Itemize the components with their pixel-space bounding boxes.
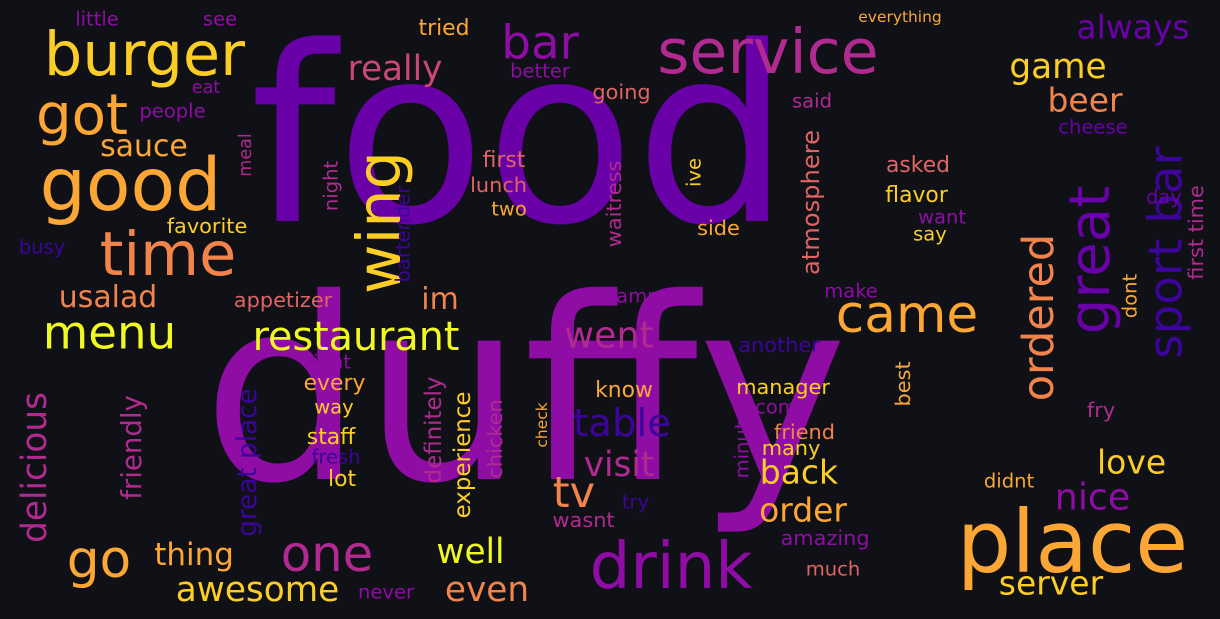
word-check: check (533, 402, 551, 448)
word-never: never (358, 580, 414, 604)
word-appetizer: appetizer (233, 288, 333, 312)
word-definitely: definitely (421, 376, 447, 484)
word-night: night (319, 160, 343, 212)
word-asked: asked (886, 153, 951, 178)
word-atmosphere: atmosphere (797, 130, 825, 275)
word-best: best (891, 361, 915, 407)
word-side: side (697, 216, 740, 240)
word-awesome: awesome (175, 570, 340, 610)
word-visit: visit (583, 445, 655, 485)
word-great: great (1058, 185, 1123, 335)
word-experience: experience (450, 391, 476, 519)
word-make: make (824, 279, 878, 303)
word-minute: minute (730, 409, 754, 479)
word-back: back (759, 452, 839, 492)
word-order: order (759, 490, 847, 530)
word-menu: menu (42, 306, 177, 361)
word-right: right (305, 350, 351, 374)
word-usalad: usalad (58, 280, 158, 315)
word-favorite: favorite (166, 214, 248, 238)
word-ordered: ordered (1014, 233, 1064, 402)
word-bar: bar (501, 16, 579, 71)
word-im: im (421, 282, 459, 317)
word-place: place (956, 493, 1189, 593)
word-burger: burger (43, 20, 246, 90)
word-want: want (918, 205, 966, 229)
word-first-time: first time (1184, 185, 1208, 280)
word-lot: lot (328, 467, 357, 492)
word-lunch: lunch (470, 173, 528, 197)
word-see: see (202, 7, 238, 31)
word-staff: staff (306, 425, 356, 450)
word-delicious: delicious (15, 392, 55, 543)
word-flavor: flavor (885, 183, 948, 208)
word-friendly: friendly (115, 395, 148, 500)
word-drink: drink (589, 529, 753, 604)
word-much: much (805, 557, 861, 581)
word-went: went (564, 313, 654, 357)
word-dont: dont (1118, 273, 1142, 319)
word-say: say (913, 222, 947, 246)
word-first: first (482, 148, 526, 173)
word-server: server (998, 563, 1104, 603)
word-thing: thing (154, 537, 234, 573)
word-always: always (1076, 7, 1190, 47)
word-day: day (1146, 185, 1182, 209)
word-tried: tried (418, 16, 470, 41)
word-manager: manager (736, 375, 830, 399)
word-sauce: sauce (100, 129, 188, 164)
word-time: time (99, 220, 237, 290)
word-cheese: cheese (1058, 115, 1128, 139)
word-eat: eat (191, 78, 221, 98)
word-meal: meal (236, 133, 256, 177)
word-restaurant: restaurant (252, 314, 460, 360)
word-really: really (347, 49, 443, 89)
word-try: try (621, 490, 650, 514)
word-tampa: tampa (608, 284, 672, 308)
word-said: said (792, 89, 832, 113)
word-another: another (738, 333, 820, 357)
word-game: game (1009, 47, 1107, 87)
word-know: know (595, 378, 653, 403)
word-little: little (75, 7, 119, 31)
word-ive: ive (682, 157, 706, 187)
word-friend: friend (774, 420, 836, 444)
word-duffy: duffy (202, 244, 848, 539)
word-amazing: amazing (780, 526, 870, 550)
word-even: even (444, 570, 530, 610)
word-wasnt: wasnt (552, 508, 615, 532)
word-well: well (436, 532, 505, 572)
word-love: love (1097, 442, 1167, 482)
word-table: table (573, 401, 672, 446)
word-bartender: bartender (391, 185, 415, 283)
word-come: come (755, 395, 809, 419)
word-waitress: waitress (602, 160, 626, 248)
word-didnt: didnt (983, 469, 1035, 493)
word-fresh: fresh (311, 445, 361, 469)
word-one: one (280, 525, 374, 583)
word-service: service (657, 16, 879, 88)
word-busy: busy (18, 235, 66, 259)
word-two: two (491, 197, 527, 221)
word-fry: fry (1086, 398, 1116, 422)
word-better: better (510, 59, 570, 83)
word-nice: nice (1054, 475, 1131, 519)
word-beer: beer (1047, 80, 1123, 120)
word-great-place: great place (233, 388, 263, 537)
word-going: going (592, 80, 651, 104)
word-way: way (314, 395, 354, 419)
word-many: many (761, 436, 821, 460)
word-tv: tv (552, 468, 596, 518)
word-people: people (139, 99, 206, 123)
word-came: came (835, 285, 979, 345)
word-got: got (36, 83, 129, 148)
word-good: good (39, 143, 222, 228)
word-food: food (249, 0, 791, 279)
word-everything: everything (858, 8, 942, 26)
word-go: go (66, 530, 132, 590)
word-chicken: chicken (483, 399, 507, 479)
word-every: every (303, 371, 366, 396)
